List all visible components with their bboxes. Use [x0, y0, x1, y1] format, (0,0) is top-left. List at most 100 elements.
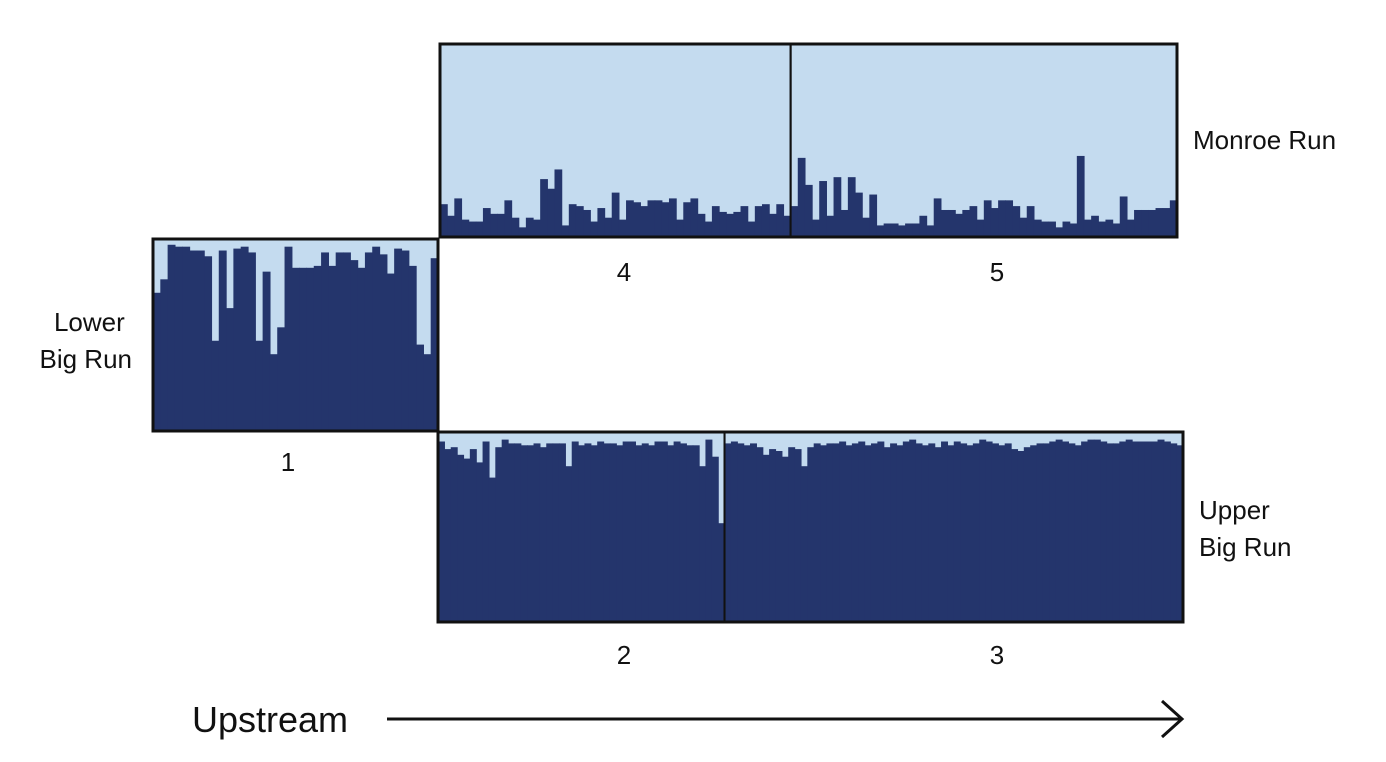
individual-bar-site-1 [343, 252, 351, 431]
individual-bar-site-1 [240, 246, 249, 431]
individual-bar-site-5 [926, 225, 935, 237]
individual-bar-site-1 [350, 260, 359, 431]
individual-bar-site-3 [909, 439, 917, 622]
individual-bar-site-1 [379, 254, 388, 431]
individual-bar-site-1 [394, 248, 403, 431]
individual-bar-site-4 [683, 202, 692, 237]
individual-bar-site-2 [679, 443, 687, 622]
panel-frame [438, 42, 1179, 239]
individual-bar-site-3 [1042, 443, 1050, 622]
individual-bar-site-1 [335, 252, 344, 431]
individual-bar-site-3 [966, 445, 974, 622]
individual-bar-site-5 [1155, 208, 1164, 237]
individual-bar-site-4 [661, 202, 670, 237]
individual-bar-site-4 [626, 200, 634, 237]
individual-bar-site-3 [839, 441, 847, 622]
individual-bar-site-2 [438, 441, 445, 622]
individual-bar-site-5 [1062, 221, 1071, 237]
individual-bar-site-2 [603, 443, 611, 622]
individual-bar-site-5 [948, 209, 956, 237]
individual-bar-site-2 [463, 458, 471, 622]
individual-bar-site-2 [699, 466, 707, 622]
individual-bar-site-5 [862, 217, 870, 237]
individual-bar-site-5 [1141, 209, 1149, 237]
individual-bar-site-1 [291, 267, 300, 431]
individual-bar-site-1 [328, 265, 337, 431]
individual-bar-site-3 [1055, 439, 1063, 622]
individual-bar-site-2 [501, 439, 509, 622]
individual-bar-site-5 [1055, 227, 1064, 237]
individual-bar-site-2 [565, 466, 573, 622]
individual-bar-site-3 [762, 454, 770, 622]
individual-bar-site-5 [812, 219, 820, 237]
individual-bar-site-4 [547, 188, 556, 237]
individual-bar-site-4 [497, 213, 505, 237]
individual-bar-site-1 [306, 267, 315, 431]
individual-bar-site-3 [915, 443, 923, 622]
individual-bar-site-3 [1176, 445, 1184, 622]
individual-bar-site-5 [1012, 206, 1021, 237]
individual-bar-site-3 [1157, 439, 1165, 622]
individual-bar-site-3 [883, 447, 891, 622]
individual-bar-site-5 [983, 200, 992, 237]
individual-bar-site-3 [1062, 441, 1069, 622]
individual-bar-site-2 [552, 443, 560, 622]
individual-bar-site-3 [1151, 441, 1159, 622]
individual-bar-site-3 [730, 441, 738, 622]
individual-bar-site-4 [604, 217, 613, 237]
individual-bar-site-3 [934, 447, 942, 622]
individual-bar-site-4 [447, 215, 455, 237]
group-label-upper: Upper Big Run [1199, 495, 1292, 562]
individual-bar-site-2 [508, 443, 516, 622]
individual-bar-site-5 [933, 198, 942, 237]
individual-bar-site-2 [584, 443, 592, 622]
individual-bar-site-5 [912, 223, 921, 237]
individual-bar-site-4 [490, 213, 498, 237]
individual-bar-site-2 [514, 443, 522, 622]
individual-bar-site-3 [750, 443, 757, 622]
individual-bar-site-4 [540, 179, 548, 237]
individual-bar-site-3 [998, 445, 1006, 622]
individual-bar-site-3 [1049, 441, 1057, 622]
individual-bar-site-2 [578, 445, 586, 622]
individual-bar-site-1 [408, 265, 417, 431]
individual-bar-site-3 [1144, 441, 1152, 622]
individual-bar-site-2 [616, 445, 624, 622]
individual-bar-site-4 [647, 200, 656, 237]
individual-bar-site-5 [1048, 221, 1056, 237]
individual-bar-site-5 [1026, 206, 1035, 237]
individual-bar-site-4 [654, 200, 663, 237]
individual-bar-site-2 [539, 447, 547, 622]
individual-bar-site-1 [269, 354, 278, 431]
individual-bar-site-1 [182, 246, 191, 431]
individual-bar-site-5 [1091, 215, 1099, 237]
individual-bar-site-2 [457, 454, 465, 622]
individual-bar-site-4 [461, 219, 470, 237]
individual-bar-site-4 [518, 227, 527, 237]
individual-bar-site-4 [733, 211, 742, 237]
individual-bar-site-5 [1098, 221, 1107, 237]
individual-bar-site-3 [902, 441, 910, 622]
individual-bar-site-5 [905, 223, 913, 237]
individual-bar-site-1 [372, 246, 381, 431]
individual-bar-site-2 [590, 445, 598, 622]
individual-bar-site-3 [985, 441, 993, 622]
individual-bar-site-4 [776, 204, 785, 237]
individual-bar-site-5 [1041, 221, 1049, 237]
individual-bar-site-5 [998, 200, 1006, 237]
individual-bar-site-1 [218, 250, 227, 431]
individual-bar-site-5 [890, 223, 899, 237]
individual-bar-site-5 [1005, 200, 1014, 237]
panel-lower [151, 237, 440, 433]
individual-bar-site-3 [941, 441, 948, 622]
individual-bar-site-5 [1083, 219, 1092, 237]
individual-bar-site-5 [1019, 217, 1028, 237]
individual-bar-site-5 [790, 206, 799, 237]
individual-bar-site-2 [629, 441, 636, 622]
individual-bar-site-3 [756, 447, 764, 622]
individual-bar-site-3 [1093, 439, 1101, 622]
site-label-3: 3 [990, 640, 1004, 670]
individual-bar-site-5 [1119, 196, 1128, 237]
individual-bar-site-2 [520, 445, 528, 622]
